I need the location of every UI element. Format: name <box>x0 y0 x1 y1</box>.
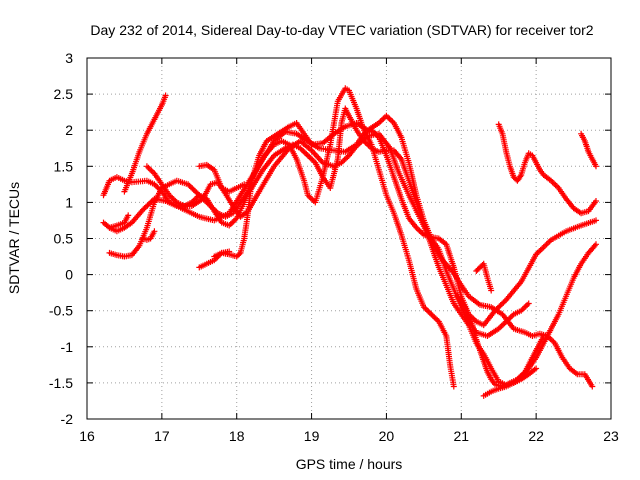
x-tick-label: 18 <box>229 428 245 444</box>
data-point <box>125 212 132 219</box>
y-tick-label: -0.5 <box>49 303 73 319</box>
data-point <box>593 217 599 224</box>
series-track-10 <box>196 161 248 195</box>
x-tick-label: 16 <box>79 428 95 444</box>
data-point <box>589 383 596 390</box>
data-point <box>533 365 540 372</box>
y-tick-label: 0.5 <box>54 231 74 247</box>
series-track-11 <box>473 260 495 294</box>
y-axis-label: SDTVAR / TECUs <box>6 182 22 294</box>
data-point <box>151 228 158 235</box>
series-track-4 <box>143 85 457 390</box>
series-line <box>102 129 597 326</box>
x-tick-label: 21 <box>453 428 469 444</box>
y-tick-label: 1 <box>65 194 73 210</box>
chart-title: Day 232 of 2014, Sidereal Day-to-day VTE… <box>90 22 593 38</box>
x-tick-label: 17 <box>154 428 170 444</box>
y-tick-label: 2.5 <box>54 86 74 102</box>
y-tick-label: -2 <box>61 411 74 427</box>
series-track-2 <box>100 130 596 390</box>
data-point <box>162 92 169 99</box>
data-point <box>488 287 495 294</box>
y-tick-label: 3 <box>65 50 73 66</box>
y-tick-label: 1.5 <box>54 158 74 174</box>
x-tick-label: 20 <box>379 428 395 444</box>
x-tick-label: 19 <box>304 428 320 444</box>
data-point <box>450 383 457 390</box>
x-tick-label: 23 <box>603 428 619 444</box>
data-point <box>241 181 248 188</box>
grid <box>87 58 611 419</box>
x-tick-label: 22 <box>528 428 544 444</box>
series-track-12 <box>454 293 547 390</box>
data-point <box>226 248 233 255</box>
y-tick-label: -1 <box>61 339 74 355</box>
series-track-9 <box>196 248 233 271</box>
series-track-15 <box>578 130 599 170</box>
series-layer <box>100 85 599 399</box>
series-track-14 <box>495 121 599 217</box>
data-point <box>525 300 532 307</box>
data-point <box>236 251 243 258</box>
y-tick-label: 0 <box>65 267 73 283</box>
ticks: 16 17 18 19 20 21 22 23 -2 -1.5 -1 -0.5 0 0.5 1 1.5 2 2.5… <box>49 50 619 444</box>
series-track-6 <box>106 212 132 231</box>
data-point <box>540 333 547 339</box>
series-track-7 <box>121 92 169 195</box>
series-line <box>102 133 593 387</box>
series-track-8 <box>140 228 158 243</box>
y-tick-label: -1.5 <box>49 375 73 391</box>
x-axis-label: GPS time / hours <box>296 456 403 472</box>
series-track-13 <box>480 365 540 399</box>
data-point <box>593 198 599 204</box>
data-point <box>593 163 599 170</box>
data-point <box>593 241 599 248</box>
y-tick-label: 2 <box>65 122 73 138</box>
